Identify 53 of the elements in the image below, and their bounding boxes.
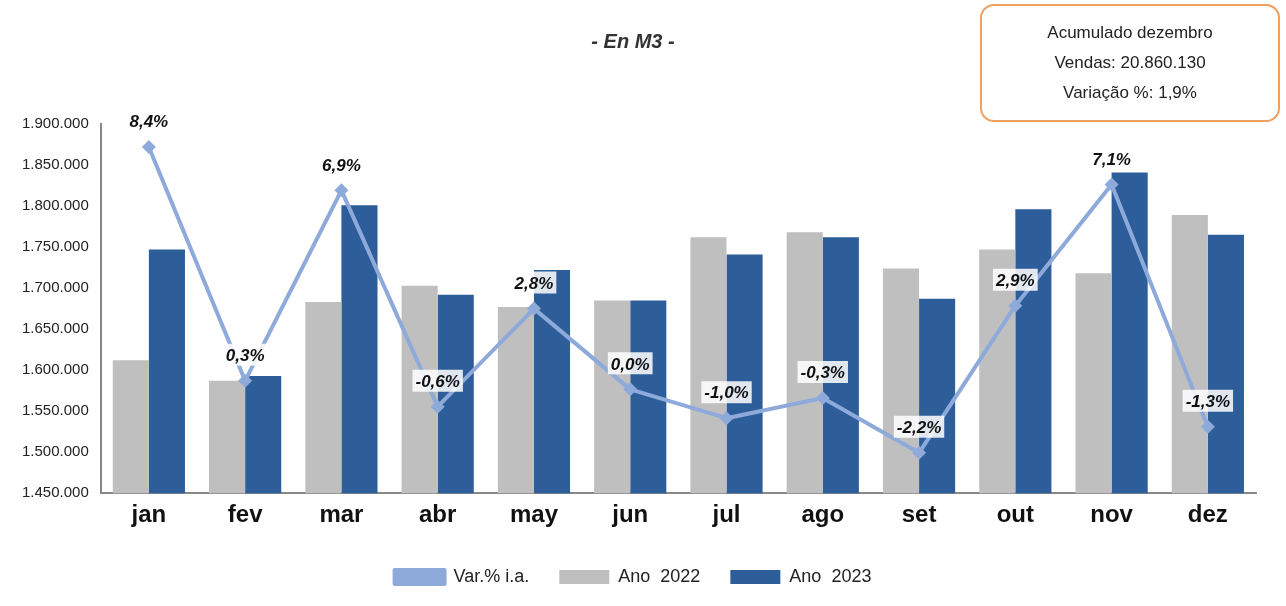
y-tick-label: 1.600.000 bbox=[22, 360, 89, 378]
x-tick-label: jun bbox=[611, 500, 649, 528]
y-tick-label: 1.550.000 bbox=[22, 401, 89, 419]
x-tick-label: out bbox=[996, 500, 1034, 528]
point bbox=[719, 411, 734, 426]
data-label: 2,8% bbox=[513, 273, 554, 293]
y-tick-label: 1.800.000 bbox=[22, 196, 89, 214]
point bbox=[1104, 177, 1119, 192]
data-label: 6,9% bbox=[322, 155, 361, 175]
point bbox=[1008, 298, 1023, 313]
data-label: -2,2% bbox=[896, 418, 942, 438]
point bbox=[1200, 419, 1215, 434]
legend-label: Var.% i.a. bbox=[453, 565, 530, 586]
point bbox=[430, 399, 445, 414]
data-label: -1,0% bbox=[704, 383, 749, 403]
x-tick-label: dez bbox=[1187, 500, 1228, 528]
data-label: -0,3% bbox=[800, 363, 845, 383]
point bbox=[238, 373, 253, 388]
y-tick-label: 1.700.000 bbox=[22, 278, 89, 296]
y-tick-label: 1.650.000 bbox=[22, 319, 89, 337]
data-label: 2,9% bbox=[994, 270, 1035, 290]
legend-label: Ano 2023 bbox=[789, 565, 872, 586]
text: Acumulado dezembro bbox=[1046, 22, 1214, 44]
x-tick-label: jan bbox=[130, 500, 167, 528]
x-tick-label: fev bbox=[227, 500, 264, 528]
point bbox=[815, 391, 830, 406]
y-tick-label: 1.900.000 bbox=[22, 114, 89, 132]
x-tick-label: ago bbox=[801, 500, 845, 528]
data-label: 0,0% bbox=[610, 354, 650, 374]
x-tick-label: set bbox=[901, 500, 937, 528]
x-tick-label: abr bbox=[419, 500, 457, 528]
y-tick-label: 1.450.000 bbox=[22, 483, 89, 501]
y-tick-label: 1.850.000 bbox=[22, 155, 89, 173]
x-tick-label: nov bbox=[1090, 500, 1134, 528]
x-tick-label: mar bbox=[319, 500, 364, 528]
point bbox=[334, 183, 349, 198]
data-label: 0,3% bbox=[225, 345, 265, 365]
point bbox=[912, 445, 927, 460]
text: Vendas: 20.860.130 bbox=[1053, 52, 1207, 74]
y-tick-label: 1.750.000 bbox=[22, 237, 89, 255]
data-label: 8,4% bbox=[129, 112, 169, 132]
point bbox=[141, 140, 156, 155]
x-tick-label: jul bbox=[711, 500, 741, 528]
text: Variação %: 1,9% bbox=[1062, 82, 1198, 104]
y-tick-label: 1.500.000 bbox=[22, 442, 89, 460]
x-tick-label: may bbox=[509, 500, 559, 528]
point bbox=[623, 382, 638, 397]
point bbox=[526, 301, 541, 316]
data-label: 7,1% bbox=[1092, 149, 1131, 169]
data-label: -1,3% bbox=[1185, 392, 1231, 412]
legend-label: Ano 2022 bbox=[618, 565, 701, 586]
chart-title: - En M3 - bbox=[591, 29, 675, 52]
data-label: -0,6% bbox=[415, 371, 460, 391]
